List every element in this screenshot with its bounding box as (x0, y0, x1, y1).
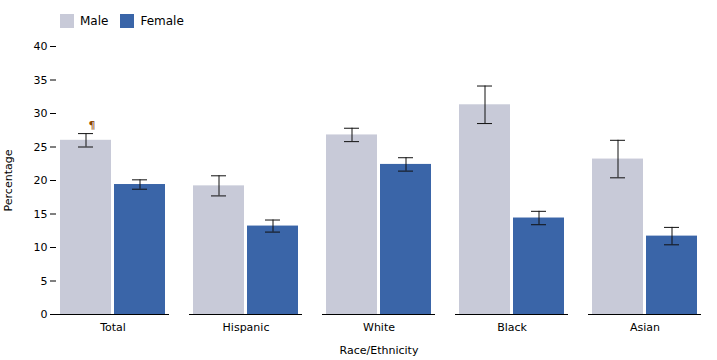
svg-text:30: 30 (34, 107, 48, 120)
svg-text:Hispanic: Hispanic (223, 321, 270, 334)
svg-text:Race/Ethnicity: Race/Ethnicity (340, 344, 419, 357)
svg-text:Percentage: Percentage (2, 149, 15, 211)
svg-text:35: 35 (34, 74, 48, 87)
svg-text:Total: Total (99, 321, 126, 334)
svg-text:0: 0 (41, 308, 48, 321)
svg-text:10: 10 (34, 241, 48, 254)
svg-text:5: 5 (41, 275, 48, 288)
html-text:Female: Female (140, 13, 184, 28)
svg-text:Black: Black (497, 321, 527, 334)
html-text:Male: Male (80, 13, 109, 28)
svg-text:25: 25 (34, 141, 48, 154)
svg-text:20: 20 (34, 174, 48, 187)
svg-text:40: 40 (34, 40, 48, 53)
svg-text:Asian: Asian (630, 321, 660, 334)
svg-text:¶: ¶ (89, 119, 96, 132)
svg-text:White: White (363, 321, 395, 334)
svg-text:15: 15 (34, 208, 48, 221)
